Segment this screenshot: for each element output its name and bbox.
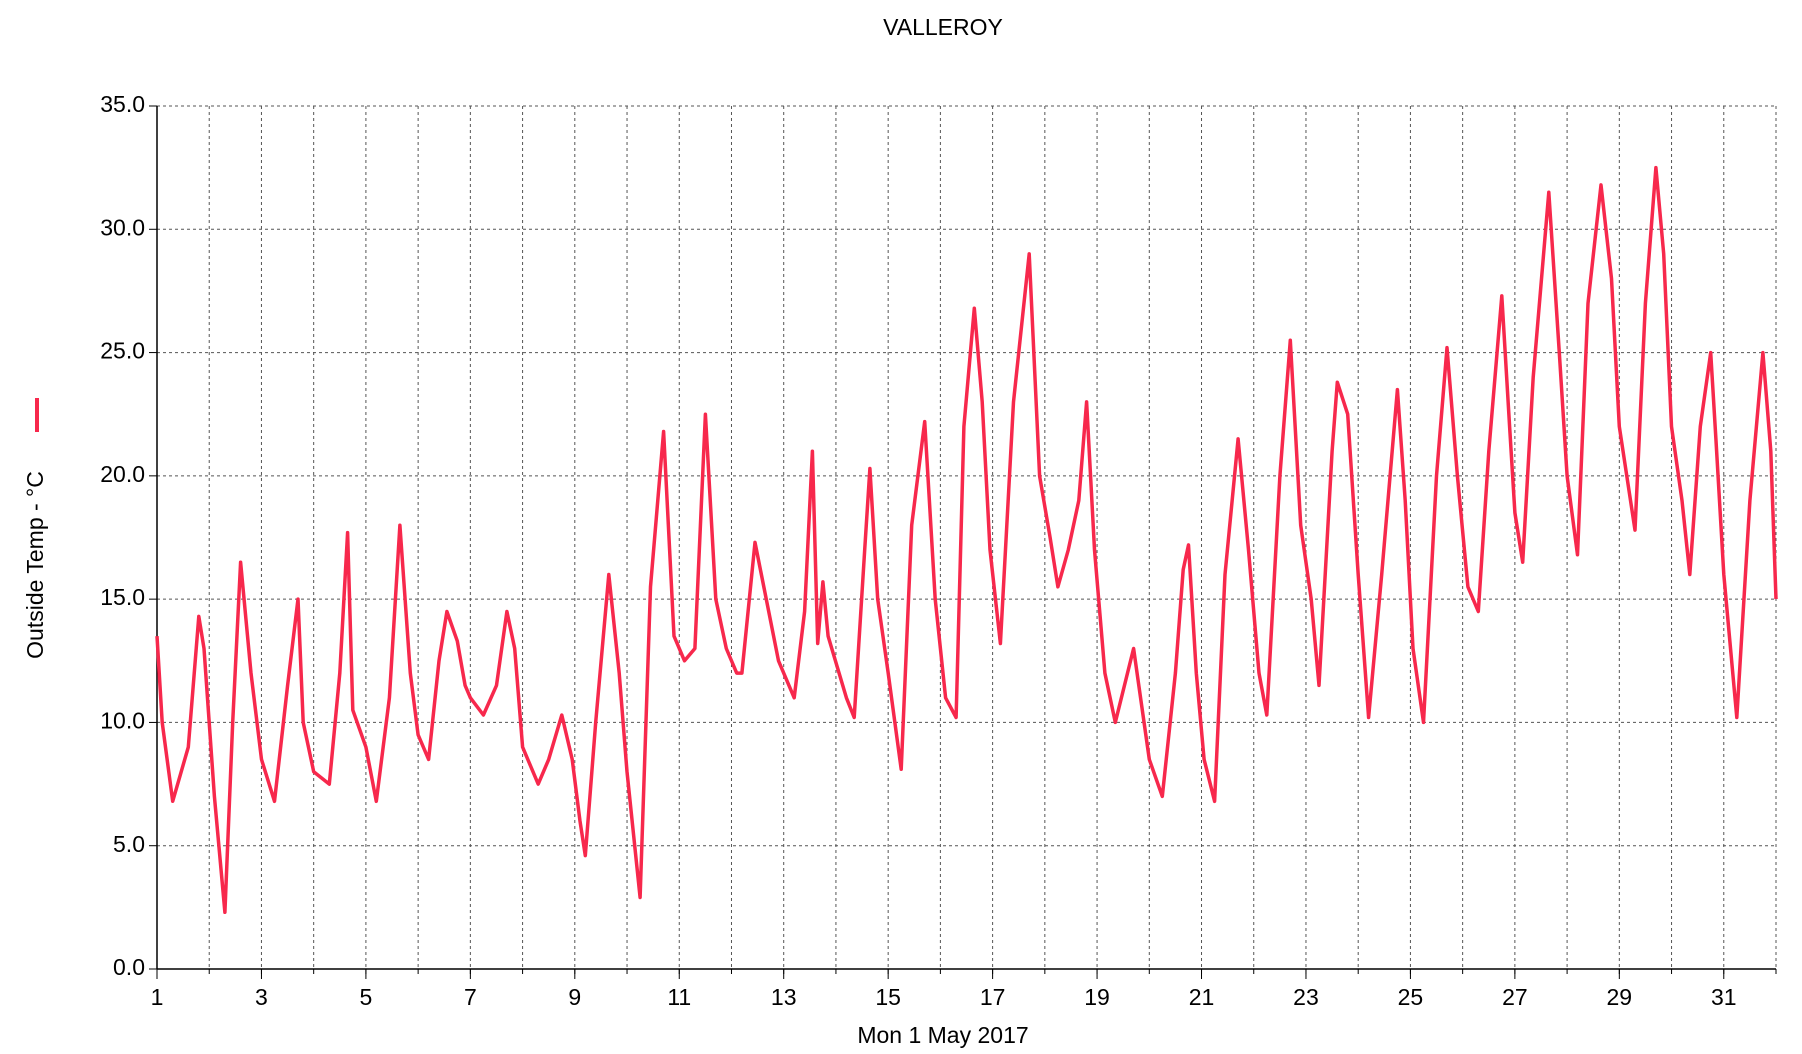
y-tick-label: 35.0 xyxy=(100,91,145,117)
x-tick-label: 21 xyxy=(1189,984,1215,1010)
x-tick-label: 3 xyxy=(255,984,268,1010)
x-tick-label: 15 xyxy=(875,984,901,1010)
y-tick-label: 20.0 xyxy=(100,461,145,487)
x-tick-label: 9 xyxy=(568,984,581,1010)
x-tick-label: 13 xyxy=(771,984,797,1010)
y-tick-label: 15.0 xyxy=(100,584,145,610)
chart-title: VALLEROY xyxy=(883,14,1003,40)
legend-label: Outside Temp - °C xyxy=(22,471,48,659)
x-tick-label: 31 xyxy=(1711,984,1737,1010)
y-tick-label: 0.0 xyxy=(113,954,145,980)
x-tick-label: 27 xyxy=(1502,984,1528,1010)
x-tick-label: 25 xyxy=(1398,984,1424,1010)
x-tick-label: 29 xyxy=(1607,984,1633,1010)
x-tick-label: 7 xyxy=(464,984,477,1010)
x-tick-label: 17 xyxy=(980,984,1006,1010)
y-tick-label: 25.0 xyxy=(100,338,145,364)
x-tick-label: 19 xyxy=(1084,984,1110,1010)
x-tick-label: 23 xyxy=(1293,984,1319,1010)
y-tick-label: 10.0 xyxy=(100,708,145,734)
y-tick-label: 30.0 xyxy=(100,214,145,240)
x-axis-label: Mon 1 May 2017 xyxy=(857,1022,1028,1048)
data-line xyxy=(155,165,1778,915)
x-tick-label: 11 xyxy=(667,984,691,1010)
x-tick-label: 1 xyxy=(151,984,164,1010)
x-tick-label: 5 xyxy=(360,984,373,1010)
y-tick-label: 5.0 xyxy=(113,831,145,857)
